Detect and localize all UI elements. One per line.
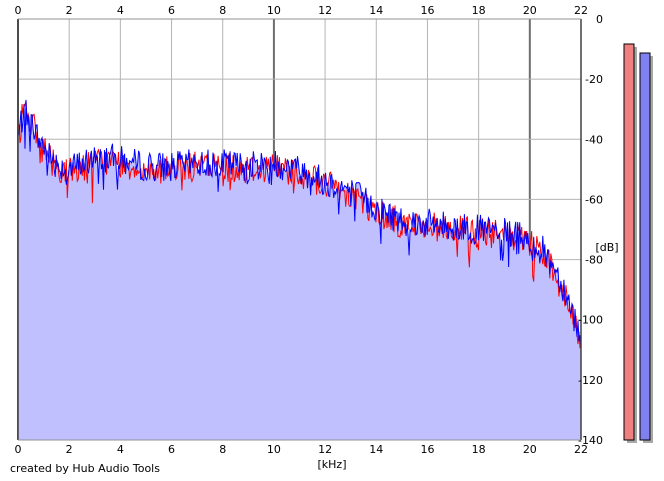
y-tick-label: -120	[578, 374, 603, 387]
x-tick-label-top: 4	[117, 4, 124, 17]
x-tick-label-bottom: 4	[117, 443, 124, 456]
x-tick-label-bottom: 8	[219, 443, 226, 456]
x-tick-label-bottom: 12	[318, 443, 332, 456]
x-tick-label-top: 0	[15, 4, 22, 17]
x-tick-label-bottom: 14	[369, 443, 383, 456]
spectrum-fill-area	[18, 99, 581, 441]
series-line-blue	[17, 99, 582, 347]
y-axis-label: [dB]	[595, 241, 618, 254]
y-tick-label: -100	[578, 314, 603, 327]
x-axis-label: [kHz]	[318, 458, 347, 471]
level-meters	[623, 43, 653, 443]
x-tick-label-top: 16	[420, 4, 434, 17]
series-line-red	[17, 100, 582, 349]
x-tick-label-bottom: 20	[523, 443, 537, 456]
x-tick-label-bottom: 2	[66, 443, 73, 456]
x-tick-label-top: 18	[472, 4, 486, 17]
x-tick-label-bottom: 0	[15, 443, 22, 456]
x-tick-label-bottom: 18	[472, 443, 486, 456]
x-tick-labels-bottom: 0 2 4 6 8 10 12 14 16 18 20 22	[15, 443, 589, 456]
x-tick-label-top: 6	[168, 4, 175, 17]
x-tick-label-top: 12	[318, 4, 332, 17]
y-tick-label: -20	[585, 73, 603, 86]
x-tick-label-top: 10	[267, 4, 281, 17]
x-tick-label-top: 8	[219, 4, 226, 17]
y-tick-label: -40	[585, 133, 603, 146]
series-layer	[17, 99, 582, 349]
x-tick-label-bottom: 16	[420, 443, 434, 456]
x-tick-labels-top: 0 2 4 6 8 10 12 14 16 18 20 22	[15, 4, 589, 17]
y-tick-label: -140	[578, 434, 603, 447]
x-tick-label-top: 14	[369, 4, 383, 17]
level-meter-red	[623, 43, 635, 441]
x-tick-label-bottom: 22	[574, 443, 588, 456]
x-tick-label-bottom: 6	[168, 443, 175, 456]
x-tick-label-top: 20	[523, 4, 537, 17]
y-tick-label: -60	[585, 193, 603, 206]
x-tick-label-top: 2	[66, 4, 73, 17]
plot-frame	[17, 18, 582, 441]
level-meter-blue	[639, 52, 651, 441]
y-tick-label: -80	[585, 254, 603, 267]
x-tick-label-bottom: 10	[267, 443, 281, 456]
credit-text: created by Hub Audio Tools	[10, 462, 160, 475]
y-tick-label: 0	[596, 13, 603, 26]
x-tick-label-top: 22	[574, 4, 588, 17]
y-tick-labels: 0 -20 -40 -60 -80 -100 -120 -140	[578, 13, 603, 447]
